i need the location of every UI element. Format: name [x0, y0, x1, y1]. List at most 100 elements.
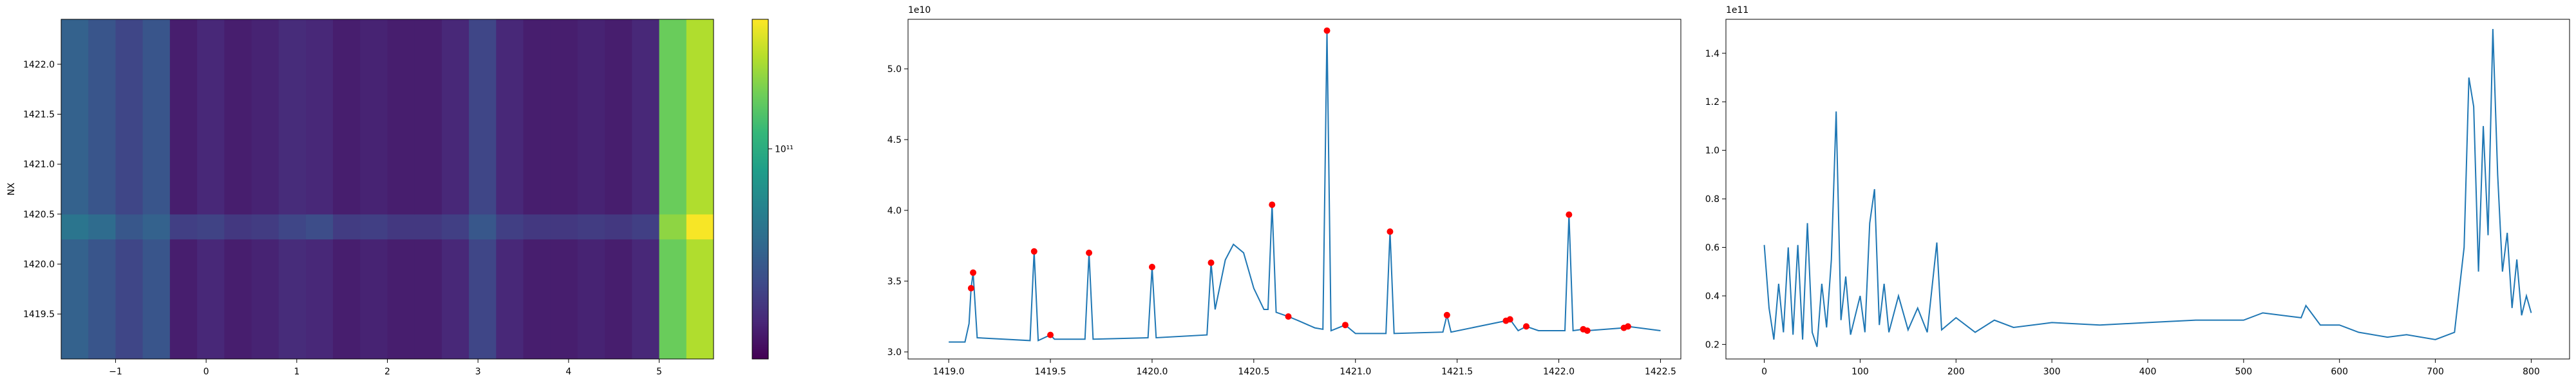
y-tick-label: 1421.5: [23, 110, 55, 120]
heatmap-cell: [360, 214, 388, 240]
x-tick-label: 1419.0: [933, 367, 965, 377]
peak-marker: [1506, 316, 1513, 323]
heatmap-cell: [251, 214, 279, 240]
heatmap-cell: [577, 239, 605, 360]
heatmap-cell: [659, 19, 687, 215]
heatmap-cell: [387, 214, 415, 240]
y-tick-label: 3.0: [887, 347, 902, 358]
heatmap-cell: [61, 19, 89, 215]
heatmap-cell: [142, 239, 171, 360]
peak-marker: [1443, 311, 1450, 318]
heatmap-cell: [686, 239, 714, 360]
x-tick-label: 600: [2331, 367, 2348, 377]
peak-marker: [1030, 248, 1037, 255]
heatmap-cell: [605, 19, 632, 215]
x-tick-label: −1: [109, 367, 122, 377]
heatmap-cell: [469, 19, 497, 215]
x-tick-label: 2: [384, 367, 390, 377]
heatmap-cell: [278, 19, 307, 215]
axes-frame: [1725, 19, 2570, 360]
x-tick-label: 200: [1947, 367, 1965, 377]
heatmap-cell: [387, 19, 415, 215]
heatmap-cell: [387, 239, 415, 360]
heatmap-cell: [469, 214, 497, 240]
y-tick-label: 1420.5: [23, 210, 55, 220]
peak-marker: [1566, 211, 1573, 218]
heatmap-cell: [197, 239, 225, 360]
peak-marker: [1584, 327, 1591, 334]
peak-marker: [1148, 264, 1155, 270]
y-tick-label: 4.5: [887, 135, 902, 145]
heatmap-cell: [251, 239, 279, 360]
y-tick-label: 1419.5: [23, 309, 55, 320]
heatmap-cell: [360, 239, 388, 360]
heatmap-cell: [224, 239, 252, 360]
heatmap-cell: [333, 239, 361, 360]
heatmap-cell: [88, 214, 116, 240]
heatmap-cell: [224, 214, 252, 240]
peak-marker: [1269, 201, 1276, 208]
heatmap-cell: [115, 214, 144, 240]
y-tick-label: 4.0: [887, 206, 902, 216]
x-tick-label: 3: [475, 367, 481, 377]
heatmap-cell: [469, 239, 497, 360]
heatmap-cell: [305, 214, 334, 240]
peak-marker: [1285, 313, 1292, 320]
heatmap-cell: [441, 214, 469, 240]
heatmap-cell: [577, 19, 605, 215]
heatmap-cell: [278, 239, 307, 360]
heatmap-cell: [360, 19, 388, 215]
heatmap-cell: [550, 239, 578, 360]
heatmap-cell: [278, 214, 307, 240]
heatmap-cell: [523, 19, 551, 215]
heatmap-cell: [61, 214, 89, 240]
y-tick-label: 0.8: [1705, 194, 1719, 205]
y-tick-label: 0.4: [1705, 291, 1719, 302]
heatmap-cell: [632, 214, 660, 240]
heatmap-cell: [550, 214, 578, 240]
peak-marker: [1047, 331, 1054, 338]
peak-marker: [1624, 323, 1631, 330]
x-tick-label: 0: [1761, 367, 1767, 377]
y-tick-label: 0.2: [1705, 340, 1719, 350]
y-tick-label: 5.0: [887, 64, 902, 75]
heatmap-cell: [333, 19, 361, 215]
x-tick-label: 0: [204, 367, 209, 377]
peak-marker: [967, 285, 974, 291]
heatmap-cell: [632, 19, 660, 215]
heatmap-cell: [169, 239, 198, 360]
peak-marker: [1341, 322, 1349, 329]
x-tick-label: 1: [294, 367, 299, 377]
heatmap-cell: [496, 214, 524, 240]
heatmap-cell: [414, 214, 442, 240]
x-tick-label: 1420.0: [1136, 367, 1168, 377]
heatmap-cell: [659, 239, 687, 360]
y-axis-label: NX: [6, 183, 17, 196]
peak-marker: [970, 269, 977, 276]
colorbar: [752, 19, 769, 360]
colorbar-tick-label: 10¹¹: [775, 144, 793, 154]
heatmap-cell: [550, 19, 578, 215]
heatmap-cell: [115, 19, 144, 215]
x-tick-label: 700: [2427, 367, 2444, 377]
y-tick-label: 1421.0: [23, 160, 55, 170]
heatmap-cell: [496, 19, 524, 215]
heatmap-cell: [169, 19, 198, 215]
heatmap-cell: [61, 239, 89, 360]
heatmap-cell: [169, 214, 198, 240]
offset-label: 1e10: [908, 5, 931, 15]
heatmap-cell: [441, 19, 469, 215]
peak-marker: [1208, 259, 1215, 266]
heatmap-cell: [414, 19, 442, 215]
y-tick-label: 1420.0: [23, 259, 55, 270]
heatmap-cell: [414, 239, 442, 360]
heatmap-cell: [305, 19, 334, 215]
heatmap-cell: [251, 19, 279, 215]
line-series: [1763, 29, 2532, 347]
heatmap-cell: [305, 239, 334, 360]
x-tick-label: 1420.5: [1238, 367, 1269, 377]
heatmap-cell: [523, 239, 551, 360]
offset-label: 1e11: [1726, 5, 1748, 15]
peak-marker: [1086, 250, 1093, 256]
